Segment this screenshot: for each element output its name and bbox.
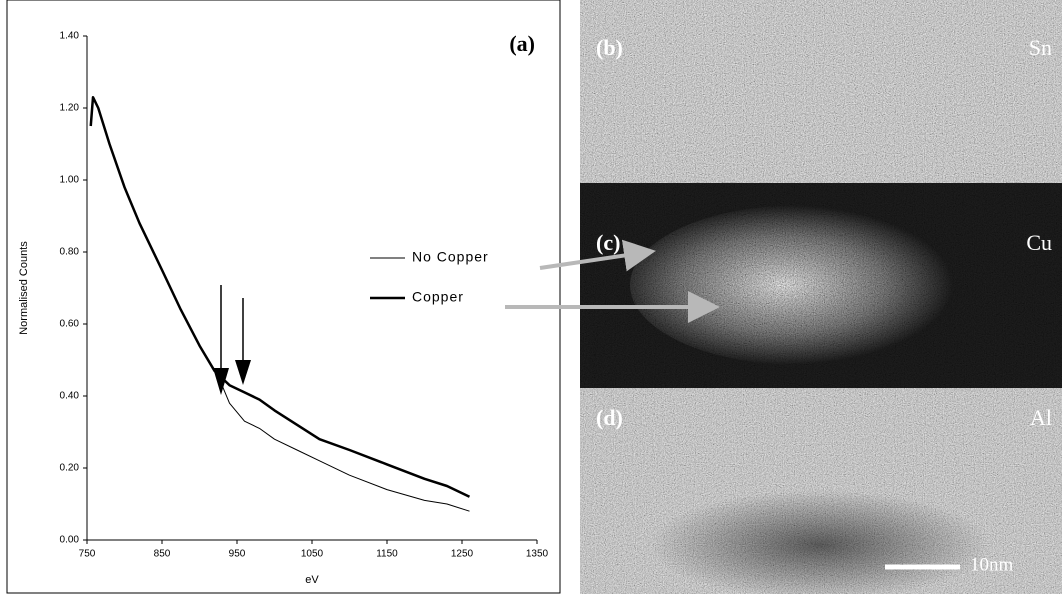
- panel-label: (d): [596, 405, 623, 430]
- data-line: [89, 95, 471, 498]
- x-tick-label: 850: [154, 549, 171, 560]
- y-tick-label: 1.40: [60, 31, 80, 42]
- x-tick-label: 1250: [451, 549, 474, 560]
- x-tick-label: 1350: [526, 549, 549, 560]
- panel-element: Cu: [1026, 230, 1052, 255]
- y-tick-label: 0.00: [60, 535, 80, 546]
- y-tick-label: 0.80: [60, 247, 80, 258]
- pointer-arrow: [539, 239, 656, 272]
- y-tick-label: 1.20: [60, 103, 80, 114]
- y-tick-label: 1.00: [60, 175, 80, 186]
- x-tick-label: 1050: [301, 549, 324, 560]
- x-tick-label: 950: [229, 549, 246, 560]
- panel-label: (a): [509, 31, 535, 56]
- y-axis-title: Normalised Counts: [18, 241, 30, 335]
- panel-element: Al: [1030, 405, 1052, 430]
- legend-label: Copper: [412, 289, 464, 305]
- x-axis-title: eV: [305, 574, 319, 586]
- y-tick-label: 0.20: [60, 463, 80, 474]
- chart-frame: [6, 0, 561, 594]
- image-panels: [580, 0, 1062, 594]
- panel-element: Sn: [1029, 35, 1052, 60]
- scale-label: 10nm: [970, 554, 1014, 575]
- x-tick-label: 750: [79, 549, 96, 560]
- panel-label: (b): [596, 35, 623, 60]
- x-tick-label: 1150: [376, 549, 398, 560]
- panel-label: (c): [596, 230, 620, 255]
- y-tick-label: 0.40: [60, 391, 80, 402]
- sn-noise: [580, 0, 1062, 183]
- legend-label: No Copper: [412, 249, 489, 265]
- cu-signal: [580, 183, 1062, 388]
- y-tick-label: 0.60: [60, 319, 80, 330]
